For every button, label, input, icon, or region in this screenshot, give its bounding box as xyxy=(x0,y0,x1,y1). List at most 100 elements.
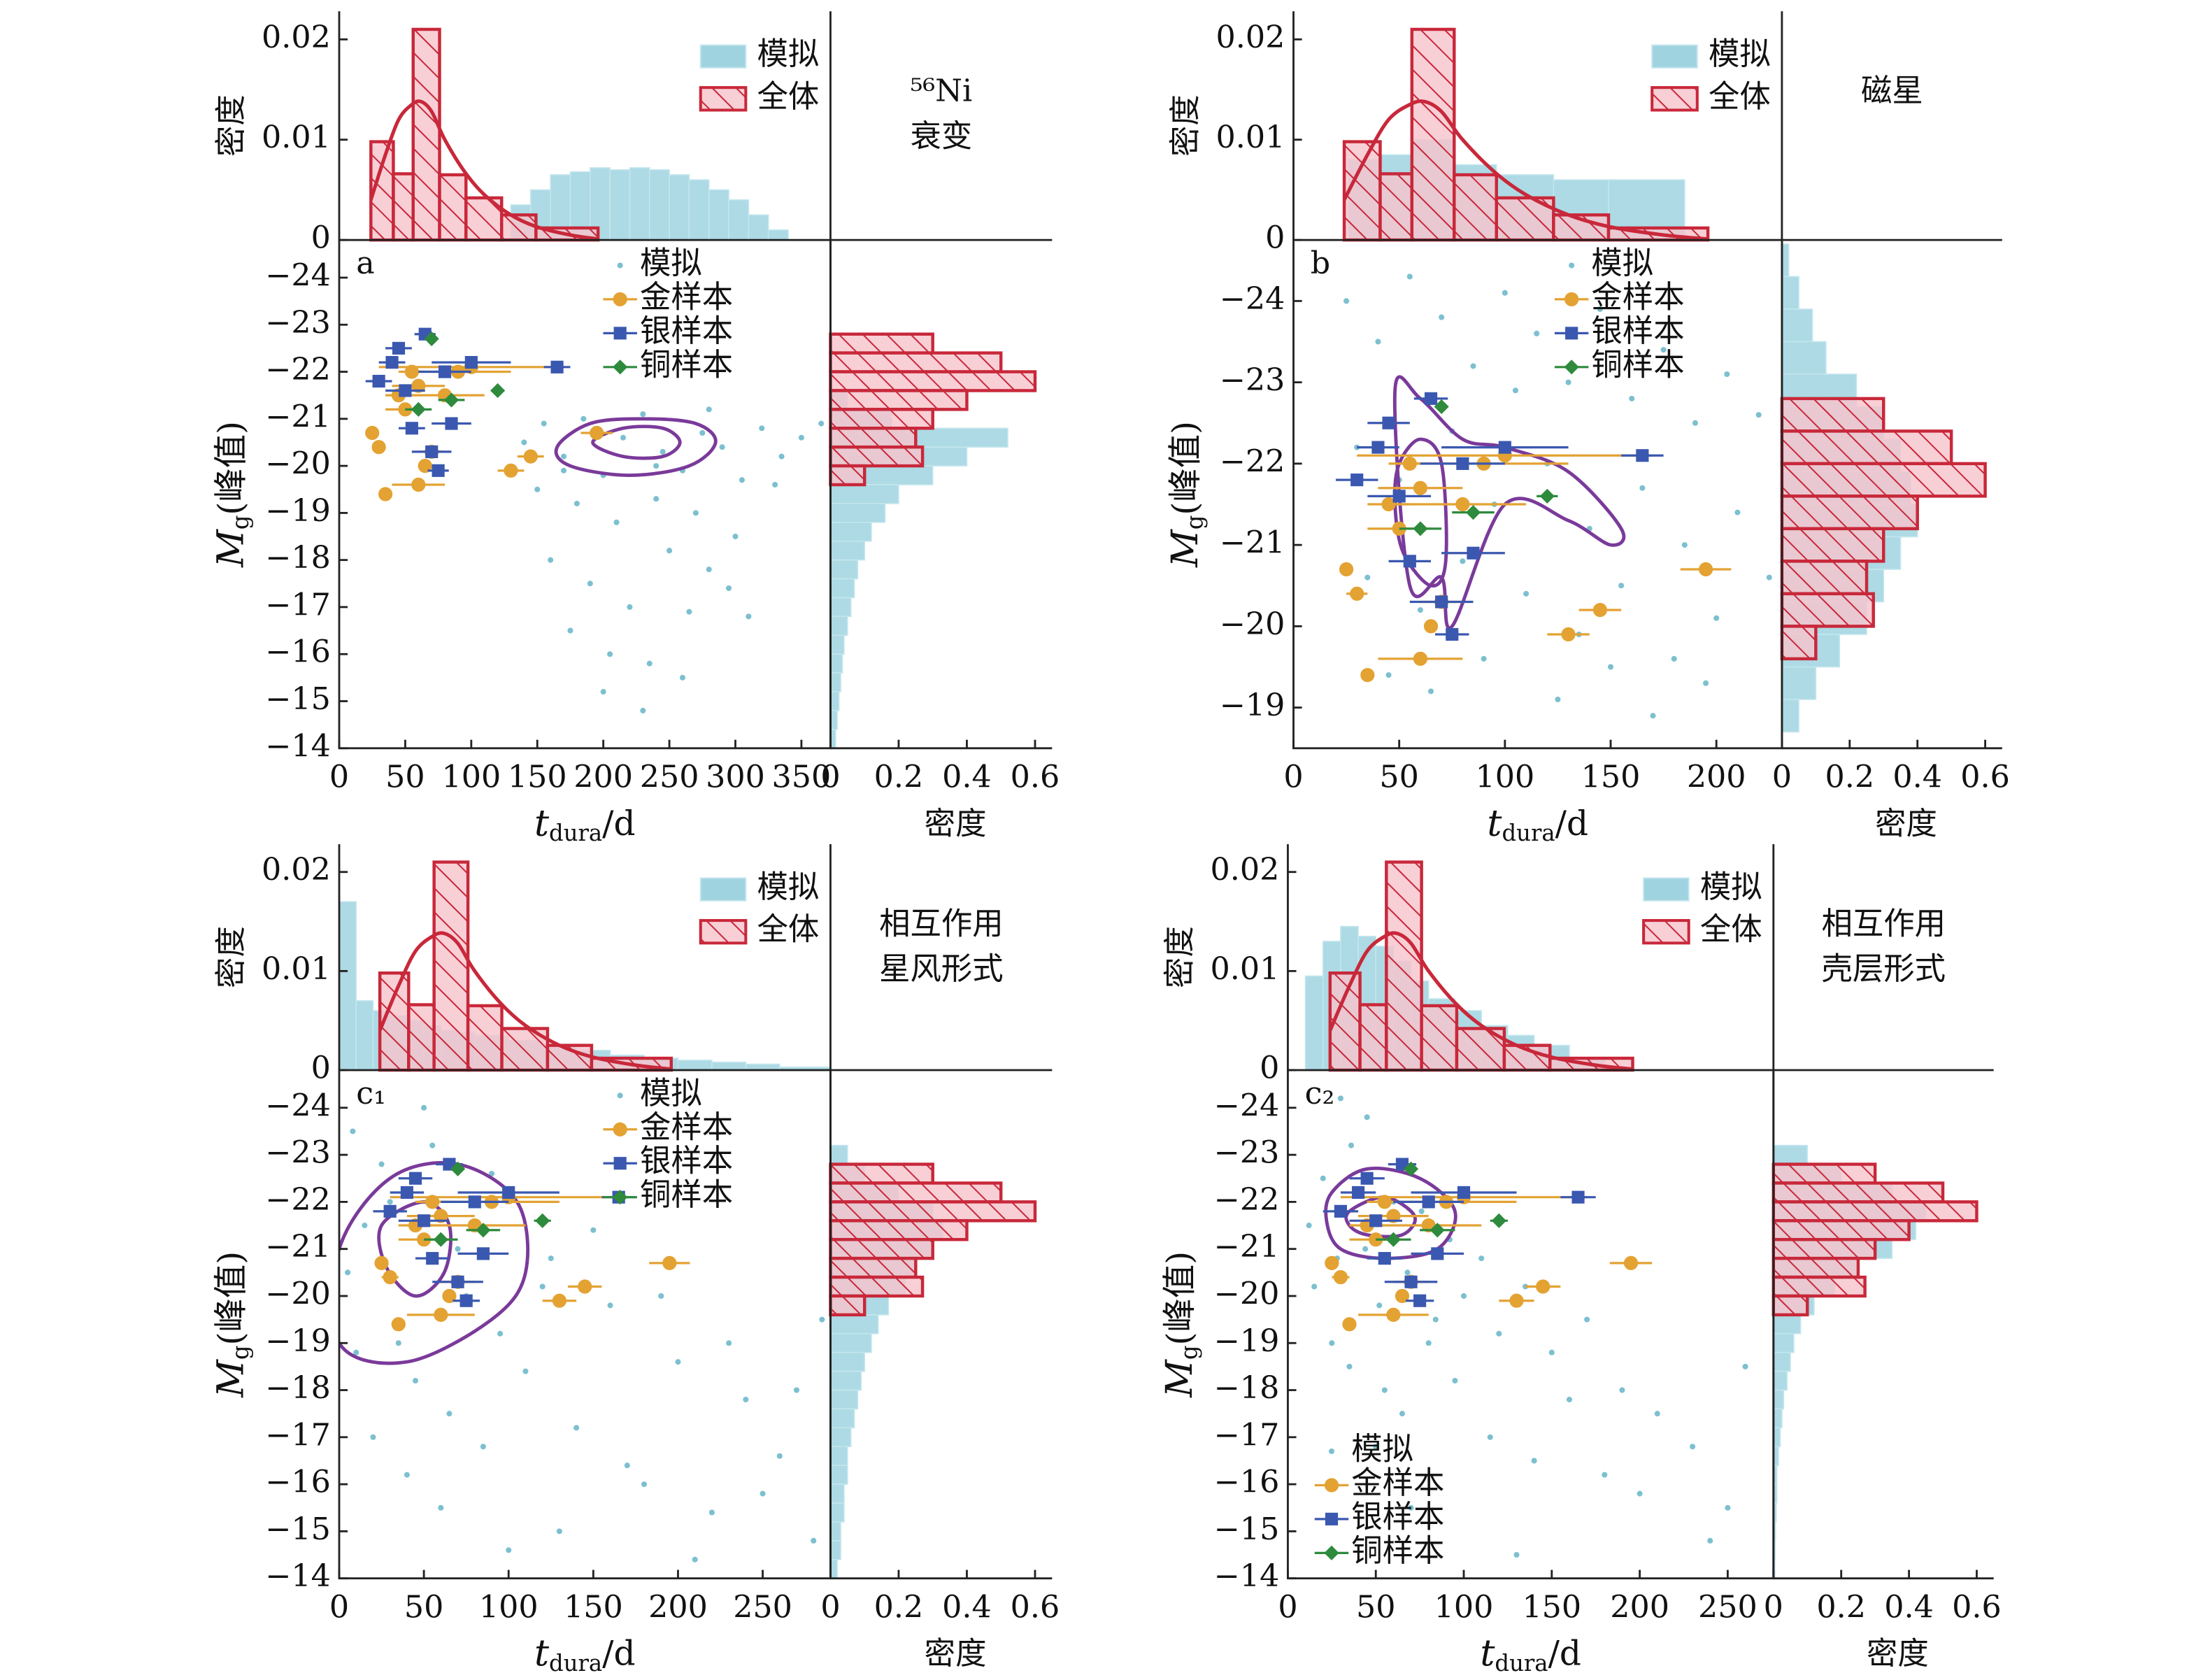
sim-point xyxy=(1597,306,1603,313)
sample-marker xyxy=(383,1269,397,1285)
sim-point xyxy=(421,1104,427,1111)
x-tick-label: 0.2 xyxy=(874,760,924,795)
sample-marker xyxy=(443,1158,456,1171)
sim-point xyxy=(567,627,573,634)
sim-point xyxy=(640,707,646,714)
sim-point xyxy=(706,567,712,573)
x-tick-label: 50 xyxy=(385,760,425,795)
y-tick-label: −16 xyxy=(265,634,331,670)
sample-marker xyxy=(459,1294,473,1307)
sim-bar xyxy=(767,229,789,241)
y-tick-label: −19 xyxy=(265,493,331,529)
x-tick-label: 0 xyxy=(820,1590,840,1625)
axis-label-sub: dura xyxy=(549,1649,602,1676)
axis-label-tail: (峰值) xyxy=(1166,421,1205,515)
x-tick-label: 0.6 xyxy=(1952,1590,2002,1625)
legend-label: 金样本 xyxy=(640,1109,733,1145)
sim-point xyxy=(1346,1363,1353,1369)
sample-marker xyxy=(1325,1255,1339,1270)
y-axis-label: 密度 xyxy=(213,94,249,157)
sample-marker xyxy=(1536,1279,1550,1294)
legend-label: 模拟 xyxy=(640,1076,702,1111)
legend-swatch xyxy=(699,44,747,69)
legend-label: 银样本 xyxy=(640,313,733,349)
y-tick-label: −15 xyxy=(1214,1511,1280,1547)
sim-bar xyxy=(338,901,357,1071)
legend-marker xyxy=(613,1122,627,1137)
all-bar xyxy=(1420,1004,1459,1072)
sample-marker xyxy=(424,331,439,346)
y-tick-label: −24 xyxy=(1214,1088,1280,1123)
axis-label: Mg(峰值) xyxy=(209,1251,253,1398)
sim-bar xyxy=(829,522,872,542)
y-tick-label: −17 xyxy=(265,1417,331,1453)
x-axis-label: 密度 xyxy=(1875,806,1937,841)
sim-bar xyxy=(1781,699,1799,733)
y-tick-label: −21 xyxy=(265,399,331,434)
axis-label-tail: /d xyxy=(1548,1634,1581,1673)
legend-label: 银样本 xyxy=(640,1144,733,1179)
sample-marker xyxy=(391,1317,406,1332)
x-tick-label: 100 xyxy=(1434,1590,1494,1625)
legend-label: 铜样本 xyxy=(1591,347,1684,383)
sim-bar xyxy=(829,503,886,523)
sample-marker xyxy=(443,392,459,408)
annotation: 相互作用 xyxy=(879,906,1004,942)
legend-label: 铜样本 xyxy=(640,1177,733,1213)
sim-point xyxy=(692,510,699,516)
sim-bar xyxy=(677,1060,713,1071)
sim-point xyxy=(560,453,567,460)
x-axis-label: 密度 xyxy=(1867,1636,1929,1672)
sample-marker xyxy=(411,401,426,417)
all-bar xyxy=(1780,592,1875,628)
x-tick-label: 100 xyxy=(479,1590,539,1625)
right-histogram: 0 0.2 0.4 0.6 密度 xyxy=(1772,243,2010,841)
sim-point xyxy=(1650,713,1656,719)
y-tick-label: −15 xyxy=(265,1511,331,1547)
sim-point xyxy=(1496,1330,1502,1337)
sim-point xyxy=(353,1349,359,1355)
sim-point xyxy=(1343,298,1350,304)
legend-swatch xyxy=(1651,86,1699,112)
sim-bar xyxy=(1781,666,1817,700)
axis-label-tail: (峰值) xyxy=(1160,1251,1199,1346)
sim-point xyxy=(719,444,725,450)
sim-bar xyxy=(829,1446,848,1466)
sim-point xyxy=(819,1316,825,1323)
sim-point xyxy=(1364,574,1371,581)
sample-marker xyxy=(1350,586,1364,601)
density-curve xyxy=(369,99,599,241)
sim-bar xyxy=(1772,1427,1781,1448)
panel-label: a xyxy=(356,245,374,281)
sim-bar xyxy=(829,1314,879,1334)
y-axis-label: 密度 xyxy=(1162,926,1198,988)
sample-marker xyxy=(445,417,458,430)
sim-bar xyxy=(829,540,866,561)
y-tick-label: 0.01 xyxy=(262,951,331,987)
sim-point xyxy=(818,420,825,427)
legend-marker xyxy=(617,1092,623,1099)
sim-point xyxy=(455,1246,461,1252)
scatter-area xyxy=(339,1104,825,1562)
legend-swatch xyxy=(1642,919,1690,945)
legend-marker xyxy=(613,1190,628,1205)
scatter-frame xyxy=(338,239,832,750)
sample-marker xyxy=(1382,416,1395,429)
contour xyxy=(1392,437,1448,588)
axis-label-main: M xyxy=(209,529,252,568)
sim-point xyxy=(1618,583,1625,589)
sim-point xyxy=(404,1472,410,1478)
y-tick-label: −14 xyxy=(1214,1558,1280,1594)
sample-marker xyxy=(1561,627,1576,642)
sim-point xyxy=(1660,347,1667,353)
sim-point xyxy=(640,411,646,418)
y-tick-label: 0.02 xyxy=(262,852,331,888)
sim-bar xyxy=(829,484,899,504)
sim-bar xyxy=(829,615,848,636)
sample-marker xyxy=(464,355,478,369)
sample-marker xyxy=(385,355,399,369)
axis-label-main: M xyxy=(1164,529,1206,568)
sim-point xyxy=(1725,1504,1731,1511)
all-bar xyxy=(1378,172,1414,242)
contour xyxy=(1392,375,1626,630)
